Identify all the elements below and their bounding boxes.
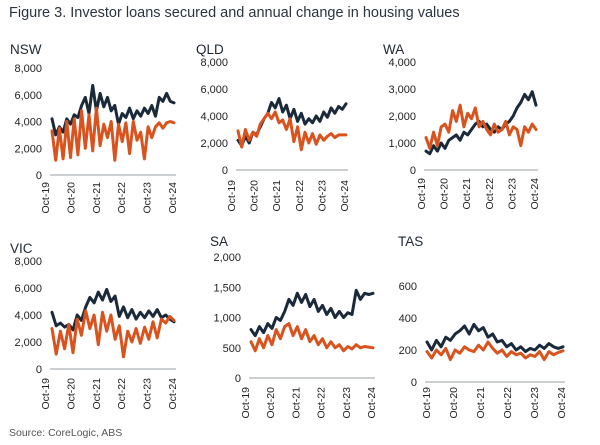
x-tick-label: Oct-22 (316, 387, 328, 419)
x-tick-label: Oct-20 (65, 182, 77, 214)
chart-title: QLD (196, 42, 224, 57)
y-tick-label: 600 (399, 281, 417, 293)
x-tick-label: Oct-21 (91, 378, 103, 410)
y-tick-label: 0 (36, 364, 42, 376)
x-tick-label: Oct-22 (116, 182, 128, 214)
x-tick-label: Oct-20 (448, 387, 460, 419)
x-tick-label: Oct-21 (461, 178, 473, 210)
y-tick-label: 4,000 (200, 111, 228, 123)
y-tick-label: 6,000 (14, 283, 42, 295)
y-tick-label: 2,000 (14, 337, 42, 349)
chart-panel-wa: WA 0 1,000 2,000 3,000 4,000 Oct-19 Oct-20 Oct-2… (383, 42, 541, 210)
x-tick-label: Oct-20 (265, 387, 277, 419)
y-tick-label: 0 (235, 373, 241, 385)
chart-panel-qld: QLD 0 2,000 4,000 6,000 8,000 Oct-19 Oct-20 Oct-… (196, 42, 351, 212)
y-tick-label: 3,000 (388, 84, 416, 96)
x-tick-label: Oct-19 (240, 387, 252, 419)
chart-title: SA (210, 234, 228, 249)
y-tick-label: 4,000 (14, 117, 42, 129)
x-tick-label: Oct-24 (339, 180, 351, 212)
x-tick-label: Oct-24 (556, 387, 568, 419)
x-tick-label: Oct-19 (421, 387, 433, 419)
y-tick-label: 2,000 (388, 111, 416, 123)
investor-loans-line (249, 288, 375, 338)
x-tick-label: Oct-20 (65, 378, 77, 410)
x-tick-label: Oct-21 (271, 180, 283, 212)
x-tick-label: Oct-24 (366, 387, 378, 419)
chart-title: VIC (10, 241, 33, 256)
housing-values-line (50, 106, 176, 162)
investor-loans-line (50, 83, 176, 137)
y-tick-label: 4,000 (388, 57, 416, 69)
y-tick-label: 2,000 (200, 138, 228, 150)
x-tick-label: Oct-22 (116, 378, 128, 410)
x-tick-label: Oct-20 (249, 180, 261, 212)
x-tick-label: Oct-19 (40, 182, 52, 214)
x-tick-label: Oct-23 (316, 180, 328, 212)
y-tick-label: 1,500 (213, 282, 241, 294)
y-tick-label: 0 (410, 165, 416, 177)
source-note: Source: CoreLogic, ABS (9, 427, 123, 439)
x-tick-label: Oct-20 (439, 178, 451, 210)
chart-title: WA (383, 42, 404, 57)
y-tick-label: 500 (223, 343, 241, 355)
y-tick-label: 1,000 (213, 313, 241, 325)
x-tick-label: Oct-23 (341, 387, 353, 419)
y-tick-label: 200 (399, 345, 417, 357)
x-tick-label: Oct-19 (416, 178, 428, 210)
chart-panel-tas: TAS 0 200 400 600 Oct-19 Oct-20 Oct-21 Oct-22 Oct… (398, 234, 568, 419)
chart-panel-sa: SA 0 500 1,000 1,500 2,000 Oct-19 Oct-20 Oct-21 O… (210, 234, 378, 419)
y-tick-label: 400 (399, 313, 417, 325)
y-tick-label: 8,000 (14, 63, 42, 75)
x-tick-label: Oct-24 (529, 178, 541, 210)
housing-values-line (425, 340, 565, 362)
x-tick-label: Oct-23 (506, 178, 518, 210)
x-tick-label: Oct-19 (226, 180, 238, 212)
x-tick-label: Oct-24 (167, 182, 179, 214)
x-tick-label: Oct-21 (91, 182, 103, 214)
x-tick-label: Oct-23 (142, 378, 154, 410)
x-tick-label: Oct-24 (167, 378, 179, 410)
housing-values-line (236, 110, 348, 152)
x-tick-label: Oct-22 (484, 178, 496, 210)
investor-loans-line (50, 287, 176, 332)
chart-panel-vic: VIC 0 2,000 4,000 6,000 8,000 Oct-19 Oct-20 Oct-… (10, 241, 179, 410)
y-tick-label: 2,000 (14, 143, 42, 155)
y-tick-label: 2,000 (213, 252, 241, 264)
x-tick-label: Oct-21 (475, 387, 487, 419)
y-tick-label: 0 (411, 377, 417, 389)
y-tick-label: 8,000 (200, 57, 228, 69)
y-tick-label: 6,000 (14, 90, 42, 102)
housing-values-line (424, 103, 538, 150)
x-tick-label: Oct-22 (294, 180, 306, 212)
y-tick-label: 4,000 (14, 310, 42, 322)
chart-title: TAS (398, 234, 423, 249)
figure-title: Figure 3. Investor loans secured and ann… (9, 5, 460, 21)
x-tick-label: Oct-21 (290, 387, 302, 419)
y-tick-label: 8,000 (14, 256, 42, 268)
y-tick-label: 6,000 (200, 84, 228, 96)
x-tick-label: Oct-23 (142, 182, 154, 214)
housing-values-line (50, 309, 176, 359)
investor-loans-line (425, 322, 565, 354)
x-tick-label: Oct-22 (502, 387, 514, 419)
x-tick-label: Oct-23 (529, 387, 541, 419)
y-tick-label: 0 (222, 165, 228, 177)
chart-panel-nsw: NSW 0 2,000 4,000 6,000 8,000 Oct-19 Oct-20 Oct-… (10, 42, 179, 214)
y-tick-label: 0 (36, 170, 42, 182)
x-tick-label: Oct-19 (40, 378, 52, 410)
y-tick-label: 1,000 (388, 138, 416, 150)
housing-values-line (249, 322, 375, 353)
chart-title: NSW (10, 42, 42, 57)
